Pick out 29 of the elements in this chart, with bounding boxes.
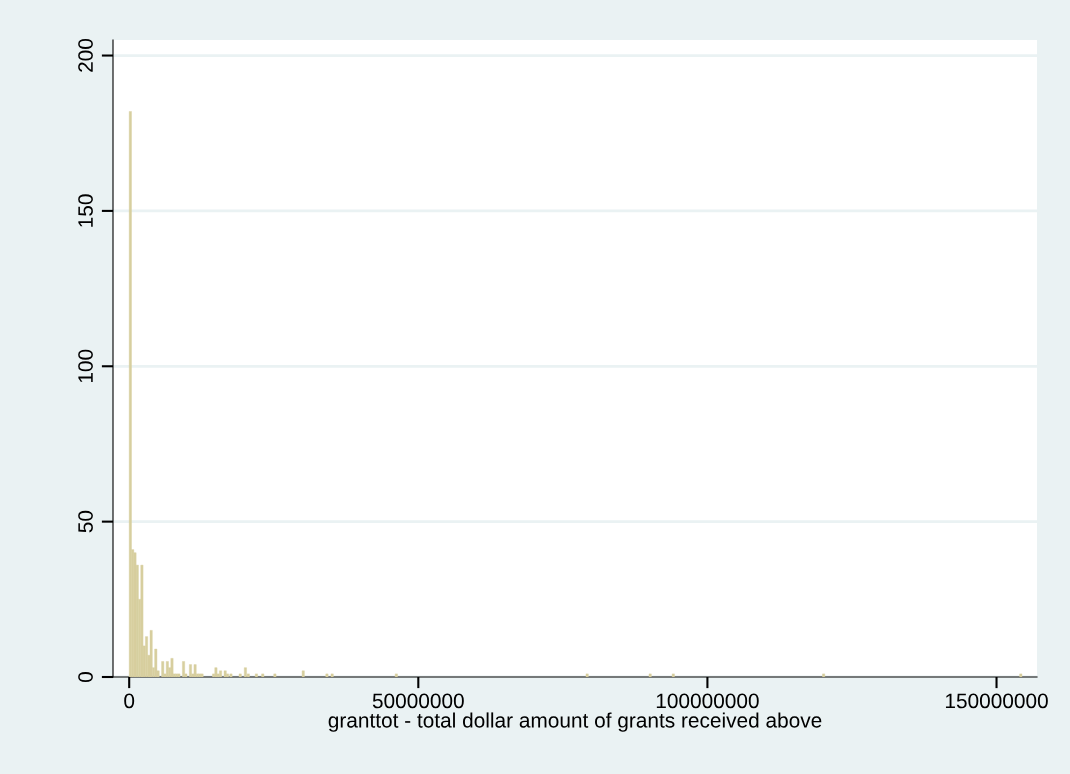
x-axis-title: granttot - total dollar amount of grants received above — [328, 712, 822, 732]
y-tick-label: 0 — [78, 672, 93, 682]
bar — [261, 673, 265, 677]
bar — [394, 673, 398, 677]
y-tick-label: 200 — [78, 38, 93, 72]
bar — [273, 673, 277, 677]
x-tick-label: 0 — [124, 693, 135, 709]
bar — [255, 673, 258, 677]
x-tick-label: 100000000 — [656, 693, 759, 709]
bar — [822, 673, 825, 677]
bar — [648, 673, 652, 677]
bar — [1019, 673, 1023, 677]
bar — [226, 673, 229, 677]
bar — [229, 673, 233, 677]
bar — [244, 667, 247, 677]
bar — [214, 667, 218, 677]
bar — [128, 111, 132, 677]
x-tick-label: 150000000 — [945, 693, 1048, 709]
bar — [223, 670, 227, 677]
bar — [301, 670, 305, 677]
bar — [193, 664, 197, 677]
bar — [238, 673, 242, 677]
bar — [671, 673, 675, 677]
y-tick-label: 50 — [78, 510, 93, 533]
y-tick-label: 100 — [78, 349, 93, 383]
bar — [170, 658, 174, 677]
bar — [585, 673, 589, 677]
y-tick-label: 150 — [78, 194, 93, 227]
x-tick-label: 50000000 — [372, 693, 464, 709]
